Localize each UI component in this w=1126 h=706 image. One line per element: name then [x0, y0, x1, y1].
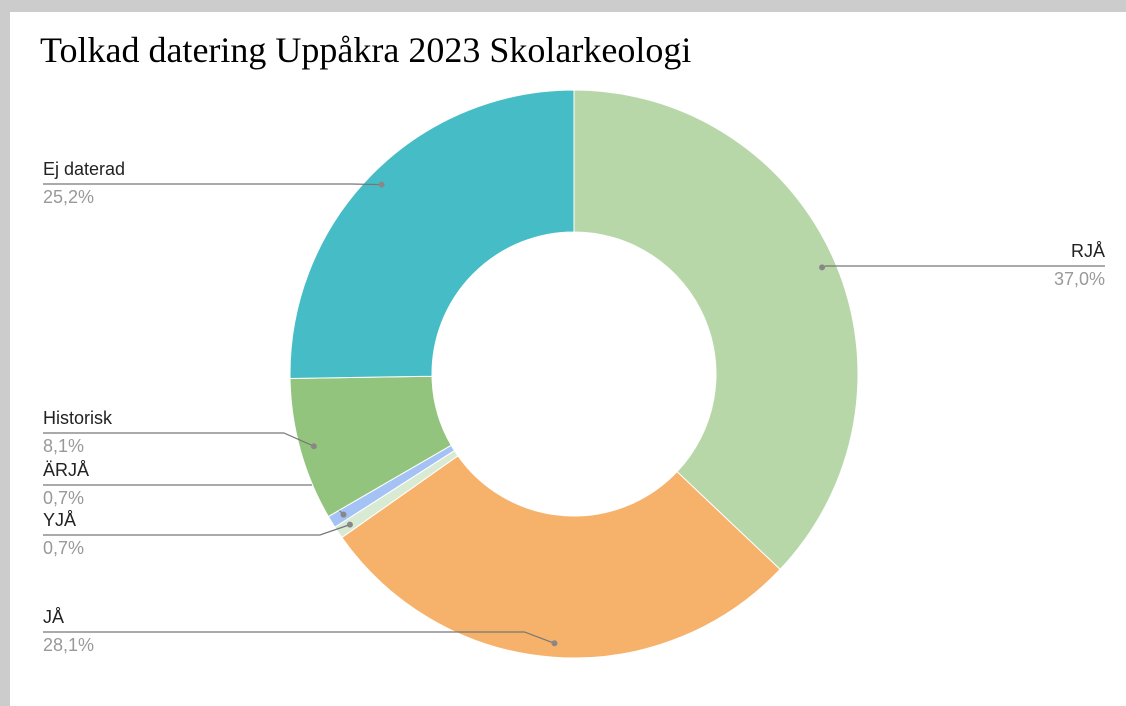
label-name: YJÅ	[43, 510, 76, 530]
leader-dot	[551, 640, 558, 647]
leader-line	[821, 265, 1105, 268]
leader-dot	[819, 264, 826, 271]
label-value: 28,1%	[43, 635, 94, 655]
leader-line	[43, 524, 351, 536]
slice	[289, 89, 575, 379]
chart-title: Tolkad datering Uppåkra 2023 Skolarkeolo…	[40, 30, 691, 70]
slice	[341, 455, 781, 659]
label-value: 0,7%	[43, 538, 84, 558]
label-name: Ej daterad	[43, 159, 125, 179]
frame-top	[0, 0, 1126, 12]
leader-dot	[310, 443, 317, 450]
label-name: Historisk	[43, 408, 113, 428]
label-value: 25,2%	[43, 187, 94, 207]
label-name: JÅ	[43, 607, 64, 627]
leader-line	[43, 432, 315, 447]
leader-line	[43, 484, 344, 516]
leader-dot	[346, 521, 353, 528]
leader-dot	[340, 511, 347, 518]
label-name: ÄRJÅ	[43, 460, 89, 480]
label-value: 0,7%	[43, 488, 84, 508]
slice	[573, 89, 859, 571]
leader-line	[43, 183, 382, 186]
label-value: 37,0%	[1054, 269, 1105, 289]
label-name: RJÅ	[1071, 241, 1105, 261]
frame-left	[0, 0, 10, 706]
leader-line	[43, 631, 555, 644]
leader-dot	[378, 181, 385, 188]
label-value: 8,1%	[43, 436, 84, 456]
